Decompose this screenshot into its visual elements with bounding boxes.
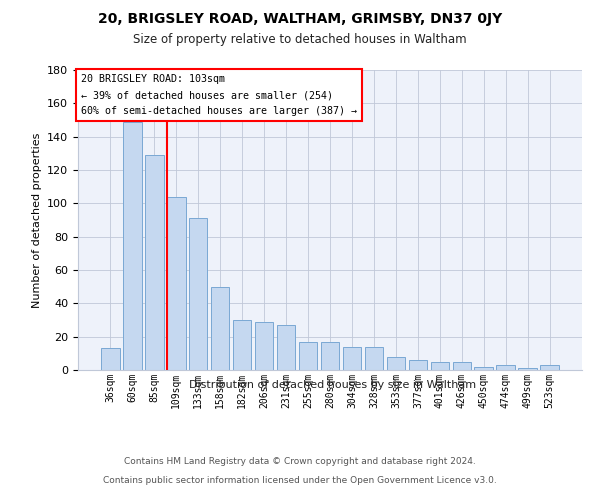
Bar xyxy=(475,366,493,370)
Bar xyxy=(145,155,164,370)
Bar xyxy=(123,122,142,370)
Bar xyxy=(343,346,361,370)
Text: 20, BRIGSLEY ROAD, WALTHAM, GRIMSBY, DN37 0JY: 20, BRIGSLEY ROAD, WALTHAM, GRIMSBY, DN3… xyxy=(98,12,502,26)
Bar xyxy=(496,365,515,370)
Bar xyxy=(386,356,405,370)
Y-axis label: Number of detached properties: Number of detached properties xyxy=(32,132,41,308)
Bar xyxy=(189,218,208,370)
Bar xyxy=(452,362,471,370)
Bar xyxy=(101,348,119,370)
Text: Distribution of detached houses by size in Waltham: Distribution of detached houses by size … xyxy=(190,380,476,390)
Bar xyxy=(277,325,295,370)
Text: Contains public sector information licensed under the Open Government Licence v3: Contains public sector information licen… xyxy=(103,476,497,485)
Text: Contains HM Land Registry data © Crown copyright and database right 2024.: Contains HM Land Registry data © Crown c… xyxy=(124,458,476,466)
Text: Size of property relative to detached houses in Waltham: Size of property relative to detached ho… xyxy=(133,32,467,46)
Bar xyxy=(518,368,537,370)
Bar xyxy=(167,196,185,370)
Bar xyxy=(233,320,251,370)
Text: 20 BRIGSLEY ROAD: 103sqm
← 39% of detached houses are smaller (254)
60% of semi-: 20 BRIGSLEY ROAD: 103sqm ← 39% of detach… xyxy=(80,74,356,116)
Bar xyxy=(211,286,229,370)
Bar xyxy=(299,342,317,370)
Bar xyxy=(320,342,340,370)
Bar xyxy=(431,362,449,370)
Bar xyxy=(365,346,383,370)
Bar xyxy=(541,365,559,370)
Bar xyxy=(409,360,427,370)
Bar xyxy=(255,322,274,370)
